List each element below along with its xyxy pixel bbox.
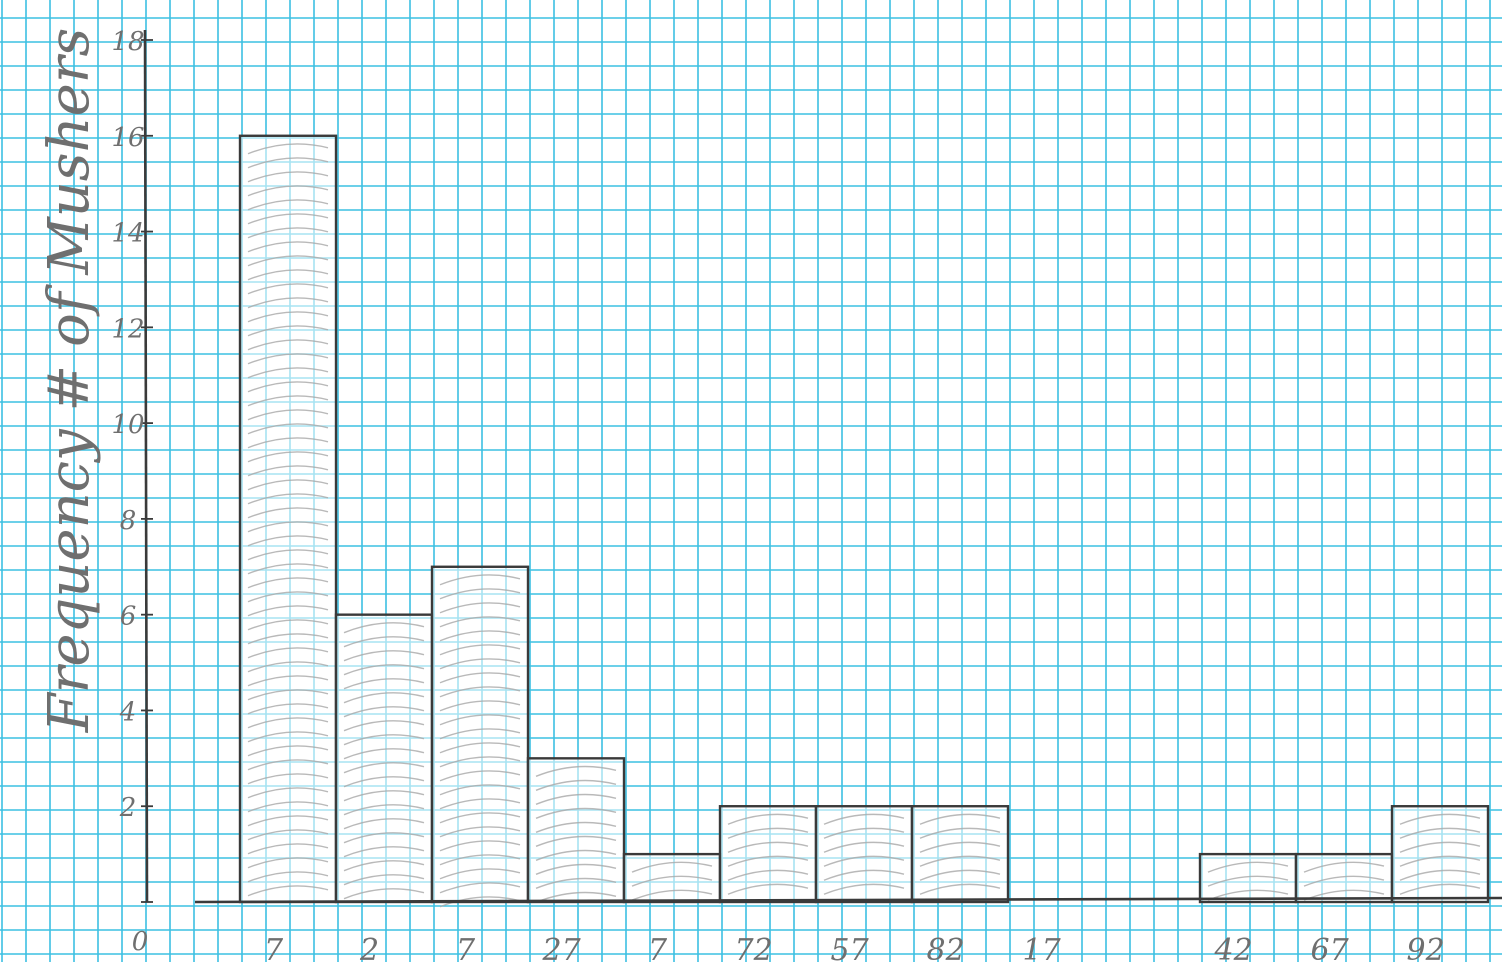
y-tick-label: 10: [111, 410, 144, 440]
x-tick-label: 92: [1407, 933, 1445, 962]
bar-shading: [823, 813, 905, 895]
bar-shading: [247, 143, 329, 897]
bar-outline: [910, 805, 1010, 904]
bar-outline: [1390, 805, 1490, 904]
y-tick-label: 16: [111, 123, 144, 153]
bar-shading: [631, 861, 713, 901]
x-tick-label: 67: [1311, 933, 1350, 962]
bar-fill: [432, 566, 528, 902]
x-tick-label: 57: [831, 933, 870, 962]
y-tick-label: 8: [120, 506, 137, 536]
x-tick-label: 27: [542, 933, 582, 962]
y-tick-label: 18: [111, 27, 144, 57]
bar-shading: [1399, 813, 1481, 895]
x-tick-label: 72: [735, 933, 773, 962]
x-tick-label: 42: [1214, 933, 1253, 962]
axes: [143, 29, 1502, 904]
bar-fill: [912, 806, 1008, 902]
x-tick-label: 2: [359, 933, 379, 962]
bar-fill: [1392, 806, 1488, 902]
x-tick-label: 82: [927, 933, 965, 962]
x-tick-label: 7: [264, 933, 284, 962]
bar: [334, 613, 434, 904]
bar: [430, 565, 530, 908]
bar-shading: [343, 622, 425, 900]
bar: [1390, 805, 1490, 904]
y-axis-label: Frequency # of Mushers: [37, 28, 102, 734]
bar: [718, 805, 818, 904]
bar-fill: [816, 806, 912, 902]
bar-shading: [1207, 861, 1289, 901]
bar-shading: [727, 813, 809, 895]
x-tick-label: 7: [456, 933, 476, 962]
y-tick-label: 0: [132, 927, 149, 957]
bar-shading: [535, 765, 617, 903]
y-tick-label: 4: [119, 697, 137, 727]
x-axis-line: [194, 896, 1502, 904]
bars: [238, 134, 1490, 908]
bar-shading: [439, 574, 521, 908]
y-tick-label: 2: [119, 793, 137, 823]
y-tick-label: 12: [111, 314, 144, 344]
bar-fill: [720, 806, 816, 902]
bar-fill: [240, 135, 336, 902]
bar: [238, 134, 338, 904]
bar-shading: [1303, 861, 1385, 901]
bar: [622, 852, 722, 904]
bar-shading: [919, 813, 1001, 895]
x-tick-label: 7: [648, 933, 668, 962]
y-tick-label: 14: [111, 219, 144, 249]
bar: [910, 805, 1010, 904]
bar: [1198, 852, 1298, 904]
x-tick-label: 17: [1023, 933, 1062, 962]
bar: [526, 757, 626, 904]
bar: [814, 805, 914, 904]
bar: [1294, 852, 1394, 904]
x-tick-labels: 7 2 7 27 7 72 57 82 17 42 67 92: [264, 933, 1445, 962]
y-axis-line: [143, 29, 149, 903]
y-tick-labels: 0 2 4 6 8 10 12 14 16 18: [111, 27, 153, 957]
y-tick-label: 6: [120, 602, 137, 632]
